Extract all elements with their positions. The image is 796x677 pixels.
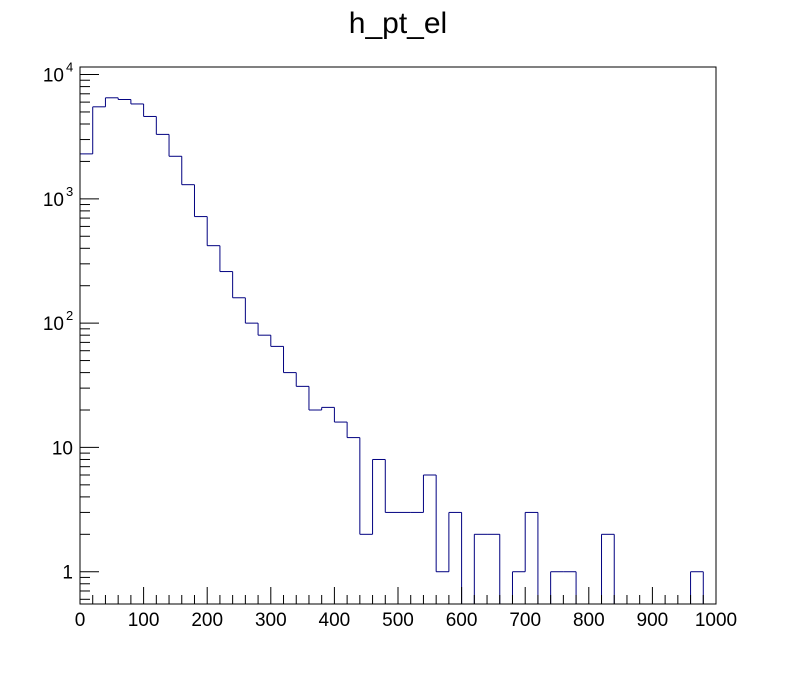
x-tick-label: 700 — [509, 610, 541, 631]
y-tick-label: 10 — [43, 314, 64, 335]
y-tick-label: 10 — [52, 438, 73, 459]
x-axis: 0 100 200 300 400 500 600 700 800 900 1000 — [75, 587, 737, 631]
x-tick-label: 800 — [573, 610, 605, 631]
y-tick-label: 10 — [43, 190, 64, 211]
y-tick-exponent: 4 — [66, 60, 73, 75]
x-tick-label: 300 — [255, 610, 287, 631]
y-tick-exponent: 3 — [66, 184, 73, 199]
chart-title: h_pt_el — [349, 7, 447, 40]
plot-frame — [79, 66, 717, 605]
x-tick-label: 200 — [191, 610, 223, 631]
y-tick-exponent: 2 — [66, 308, 73, 323]
x-tick-label: 500 — [382, 610, 414, 631]
x-tick-label: 900 — [637, 610, 669, 631]
x-tick-label: 0 — [75, 610, 86, 631]
x-tick-label: 1000 — [695, 610, 737, 631]
y-tick-label: 1 — [62, 563, 73, 584]
y-tick-label: 10 — [43, 66, 64, 87]
x-tick-label: 100 — [128, 610, 160, 631]
histogram-marks — [79, 97, 716, 605]
x-tick-label: 400 — [319, 610, 351, 631]
x-tick-label: 600 — [446, 610, 478, 631]
